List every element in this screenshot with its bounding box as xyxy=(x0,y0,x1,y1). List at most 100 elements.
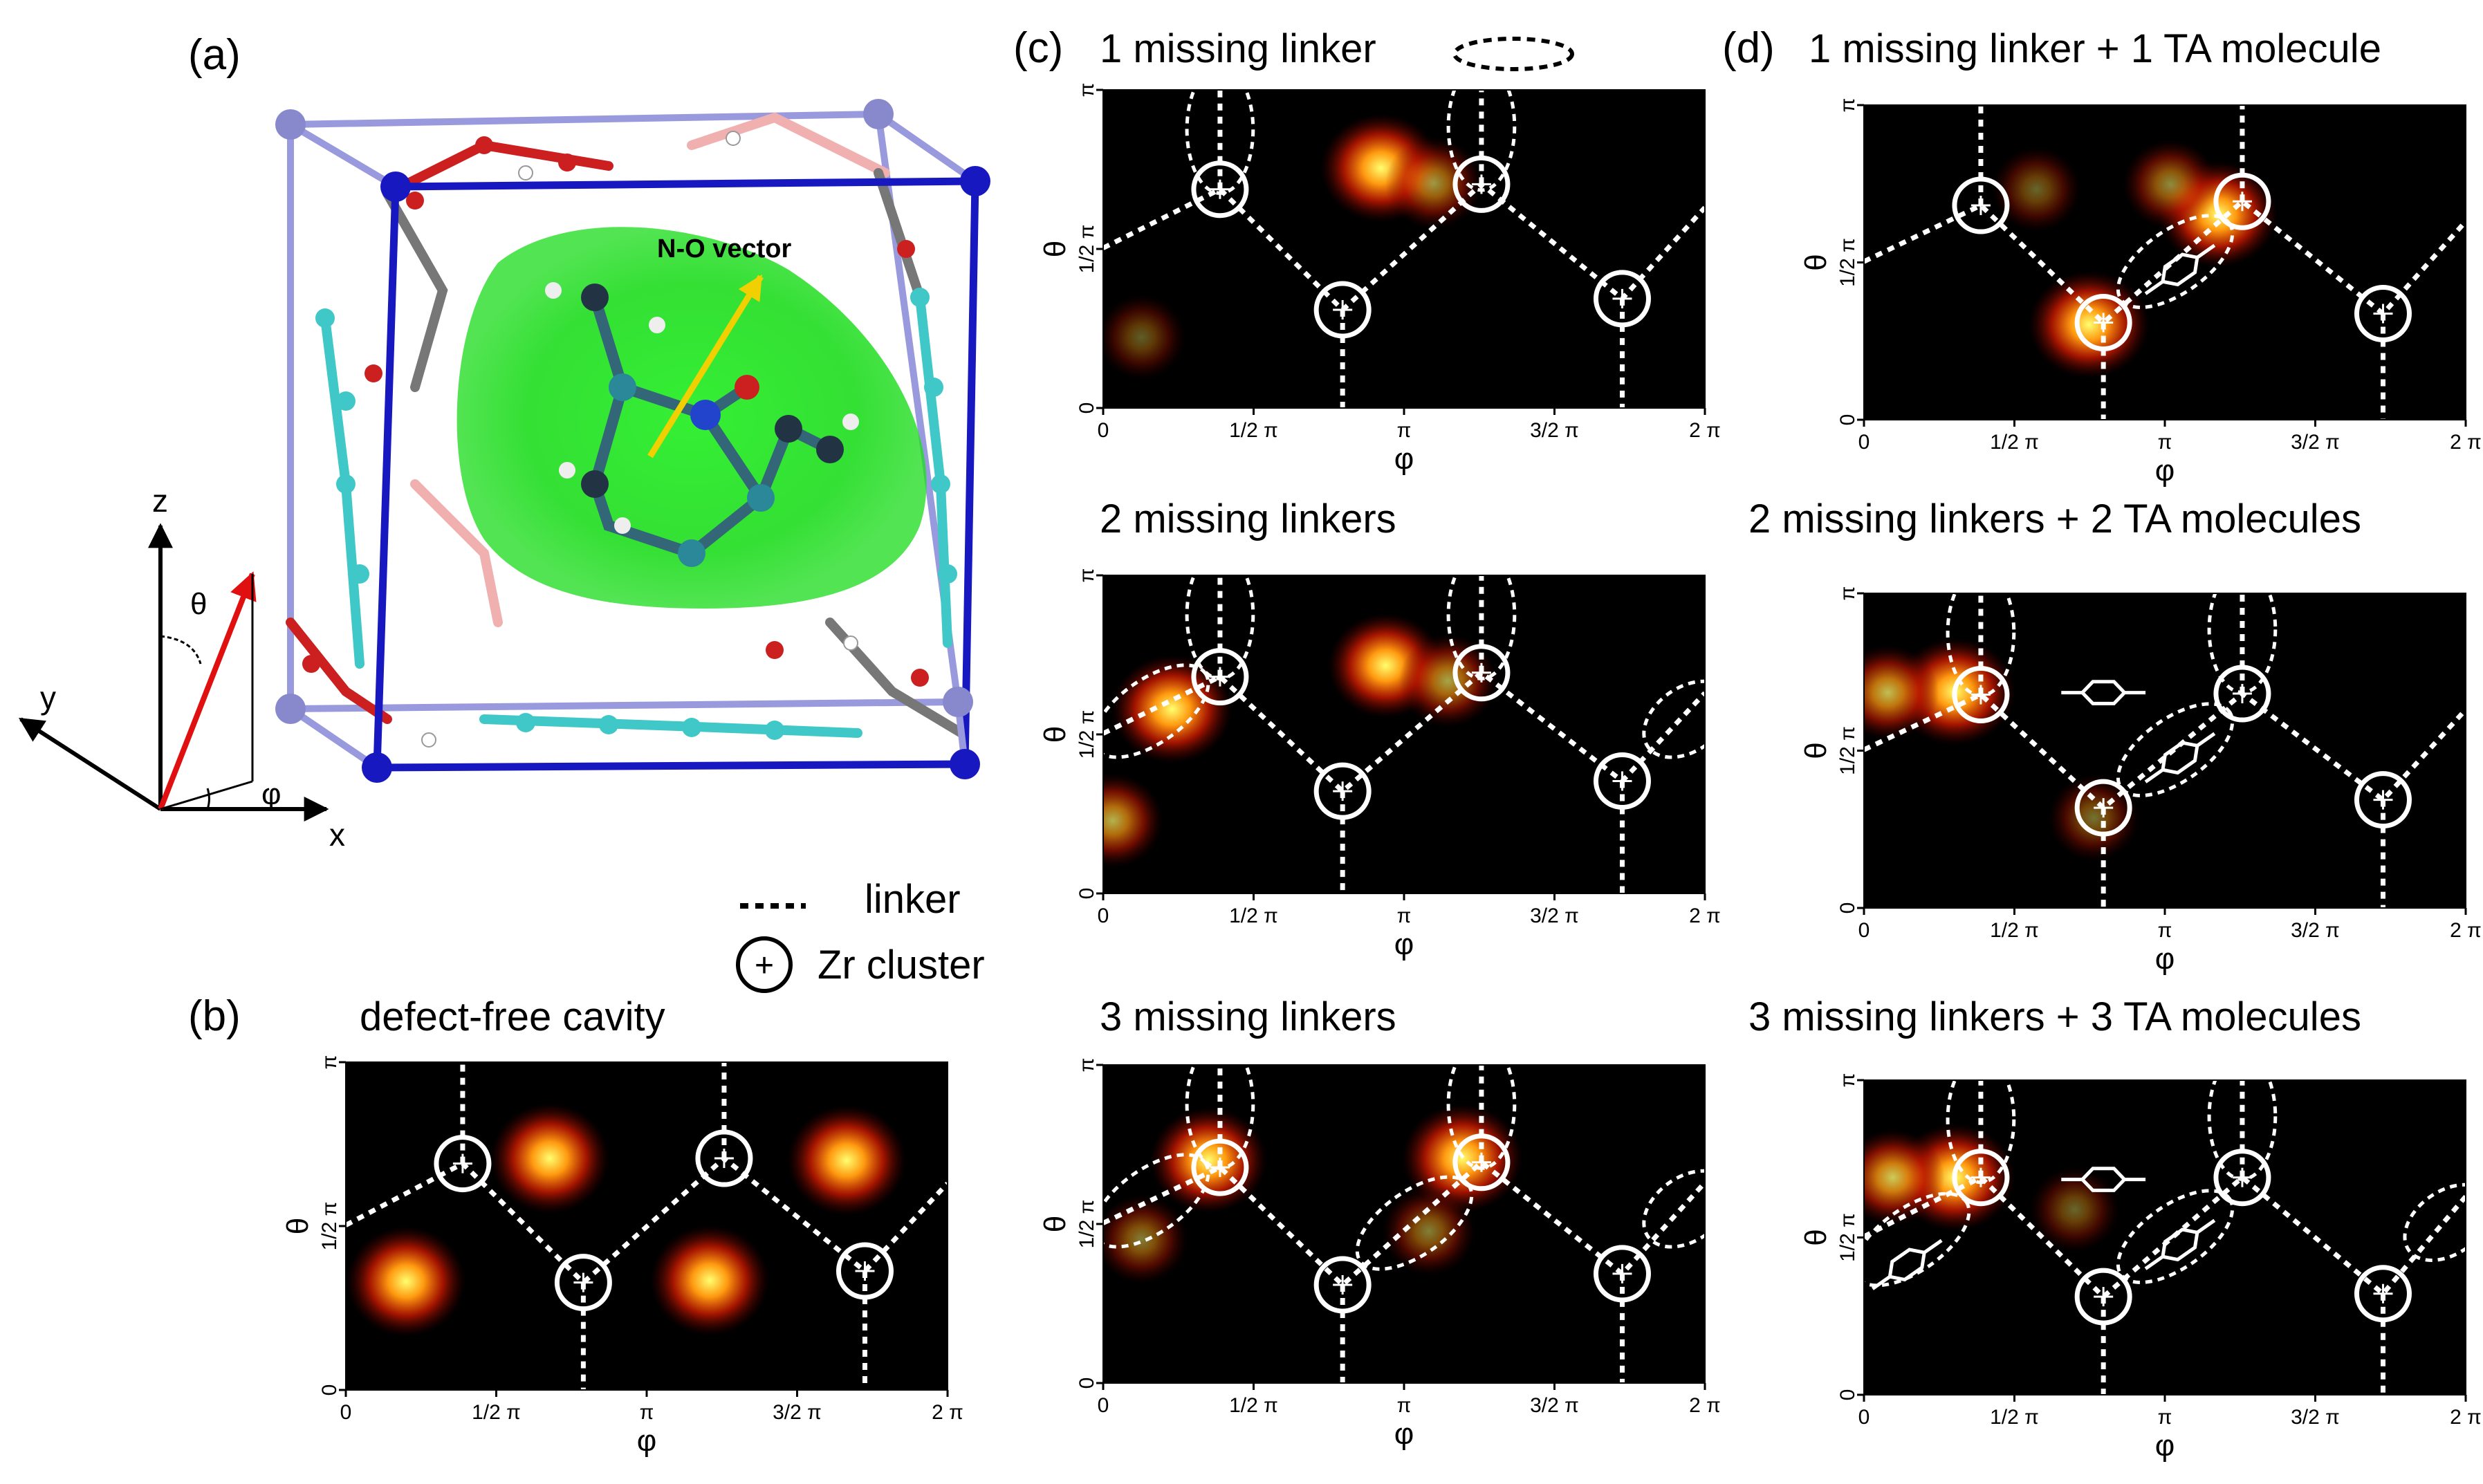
missing-linker-marker xyxy=(1642,1169,1705,1249)
y-tick-label: π xyxy=(1836,586,1859,601)
y-axis xyxy=(18,717,162,811)
x-tick-label: 0 xyxy=(1098,1394,1109,1417)
panel-label-d: (d) xyxy=(1722,24,1775,72)
x-axis-label: φ xyxy=(2155,1429,2175,1463)
y-axis-label: θ xyxy=(281,1218,315,1234)
zr-cluster-marker xyxy=(1952,1149,2010,1207)
zr-cluster-marker xyxy=(2213,172,2271,230)
zr-cluster-marker xyxy=(1313,1256,1372,1314)
heatmap-c2: 2 missing linkers 0 1/2 π π 3/2 π 2 π φ 0 1/2 π π… xyxy=(1038,497,1721,961)
y-tick-label: 1/2 π xyxy=(1836,726,1859,775)
density-hotspot xyxy=(1382,1186,1476,1276)
y-tick-label: 1/2 π xyxy=(1836,1213,1859,1262)
density-hotspot xyxy=(1111,655,1233,763)
density-hotspot xyxy=(347,1226,465,1337)
ta-molecule-marker xyxy=(2144,243,2216,295)
zr-cluster-marker xyxy=(2074,294,2132,352)
zr-cluster-marker xyxy=(2074,1268,2132,1326)
heatmap-d3: 3 missing linkers + 3 TA molecules 0 1/2 π… xyxy=(1748,994,2482,1463)
zr-cluster-marker xyxy=(836,1242,894,1300)
x-tick-label: π xyxy=(2158,1406,2172,1429)
chart-title: defect-free cavity xyxy=(360,994,665,1039)
density-hotspot xyxy=(1864,1129,1945,1225)
density-hotspot xyxy=(650,1225,769,1336)
x-tick-label: 2 π xyxy=(2450,431,2482,454)
legend: linker + Zr cluster xyxy=(736,37,1574,993)
x-tick-label: 1/2 π xyxy=(1229,1394,1278,1417)
x-tick-label: 2 π xyxy=(932,1401,963,1424)
x-axis-label: φ xyxy=(1394,1417,1414,1451)
x-tick-label: 3/2 π xyxy=(2291,431,2340,454)
y-axis-label: θ xyxy=(1038,241,1072,257)
linker-network xyxy=(1103,1159,1705,1288)
x-tick-label: 3/2 π xyxy=(773,1401,822,1424)
linker-network xyxy=(1864,198,2466,326)
y-tick-label: π xyxy=(1076,1058,1098,1073)
chart-title: 3 missing linkers + 3 TA molecules xyxy=(1748,994,2361,1039)
zr-cluster-marker xyxy=(1191,160,1249,219)
missing-linker-marker xyxy=(1642,679,1705,759)
zr-cluster-marker xyxy=(1593,752,1651,810)
y-tick-label: 0 xyxy=(318,1384,341,1396)
x-tick-label: 1/2 π xyxy=(1990,919,2039,942)
angle-label-theta: θ xyxy=(190,587,207,621)
x-tick-label: 1/2 π xyxy=(1229,419,1278,442)
zr-cluster-marker xyxy=(2354,1265,2412,1323)
x-axis-label: φ xyxy=(637,1424,657,1458)
y-axis-label: θ xyxy=(1038,1216,1072,1232)
density-hotspot xyxy=(2048,774,2140,862)
zr-cluster-marker xyxy=(1452,1133,1511,1191)
zr-cluster-marker xyxy=(1452,644,1511,702)
x-tick-label: 2 π xyxy=(1689,419,1721,442)
x-tick-label: 1/2 π xyxy=(1229,905,1278,927)
heatmap-b: defect-free cavity 0 1/2 π π 3/2 π 2 π φ 0 1/2 π… xyxy=(281,994,963,1458)
x-tick-label: π xyxy=(1397,419,1412,442)
zr-cluster-marker xyxy=(1313,762,1372,820)
coordinate-system: z x y θ φ xyxy=(18,483,345,853)
y-tick-label: π xyxy=(1076,83,1098,98)
y-axis-label: θ xyxy=(1799,254,1833,270)
zr-cluster-marker xyxy=(2074,779,2132,837)
axis-label-x: x xyxy=(329,817,345,853)
x-tick-label: 1/2 π xyxy=(1990,431,2039,454)
n-o-vector-arrow xyxy=(647,274,764,458)
y-tick-label: 1/2 π xyxy=(1076,710,1098,759)
y-tick-label: 0 xyxy=(1076,1378,1098,1389)
y-tick-label: 0 xyxy=(1076,888,1098,900)
heatmap-c3: 3 missing linkers 0 1/2 π π 3/2 π 2 π φ 0 1/2 π π… xyxy=(1038,994,1721,1451)
theta-phi-vector xyxy=(158,571,257,810)
ta-molecule-marker xyxy=(2144,732,2216,783)
density-hotspot xyxy=(2029,1167,2120,1252)
zr-cluster-marker xyxy=(1952,666,2010,724)
x-tick-label: π xyxy=(1397,1394,1412,1417)
x-tick-label: 0 xyxy=(1858,431,1870,454)
zr-cluster-marker xyxy=(2213,1149,2271,1207)
heatmap-d1: 1 missing linker + 1 TA molecule 0 1/2 π π 3… xyxy=(1799,26,2482,488)
zr-cluster-marker xyxy=(434,1135,492,1193)
density-hotspot xyxy=(1385,137,1482,230)
x-tick-label: 0 xyxy=(1858,919,1870,942)
missing-linker-marker xyxy=(1103,663,1210,759)
ta-molecule-marker xyxy=(2144,1218,2216,1270)
zr-cluster-marker xyxy=(2213,665,2271,723)
axis-label-y: y xyxy=(40,680,56,716)
density-hotspot xyxy=(787,1105,906,1216)
zr-cluster-marker xyxy=(2354,771,2412,829)
density-hotspot xyxy=(1103,1194,1188,1284)
ta-molecule-marker xyxy=(2061,680,2146,705)
heatmap-charts: defect-free cavity 0 1/2 π π 3/2 π 2 π φ 0 1/2 π… xyxy=(281,26,2482,1463)
ta-molecule-marker xyxy=(1871,1239,1943,1290)
panel-label-c: (c) xyxy=(1013,24,1063,72)
x-tick-label: π xyxy=(640,1401,654,1424)
x-tick-label: 3/2 π xyxy=(2291,1406,2340,1429)
axis-label-z: z xyxy=(152,483,168,519)
heatmap-c1: 1 missing linker 0 1/2 π π 3/2 π 2 π φ 0 1/2 π π θ xyxy=(1038,26,1721,476)
x-tick-label: 3/2 π xyxy=(1530,1394,1579,1417)
linker-network xyxy=(1864,1174,2466,1300)
y-tick-label: 0 xyxy=(1836,902,1859,914)
framework-atoms xyxy=(302,131,957,748)
y-tick-label: 1/2 π xyxy=(1076,225,1098,274)
chart-title: 1 missing linker + 1 TA molecule xyxy=(1809,26,2381,71)
chart-title: 3 missing linkers xyxy=(1100,994,1396,1039)
